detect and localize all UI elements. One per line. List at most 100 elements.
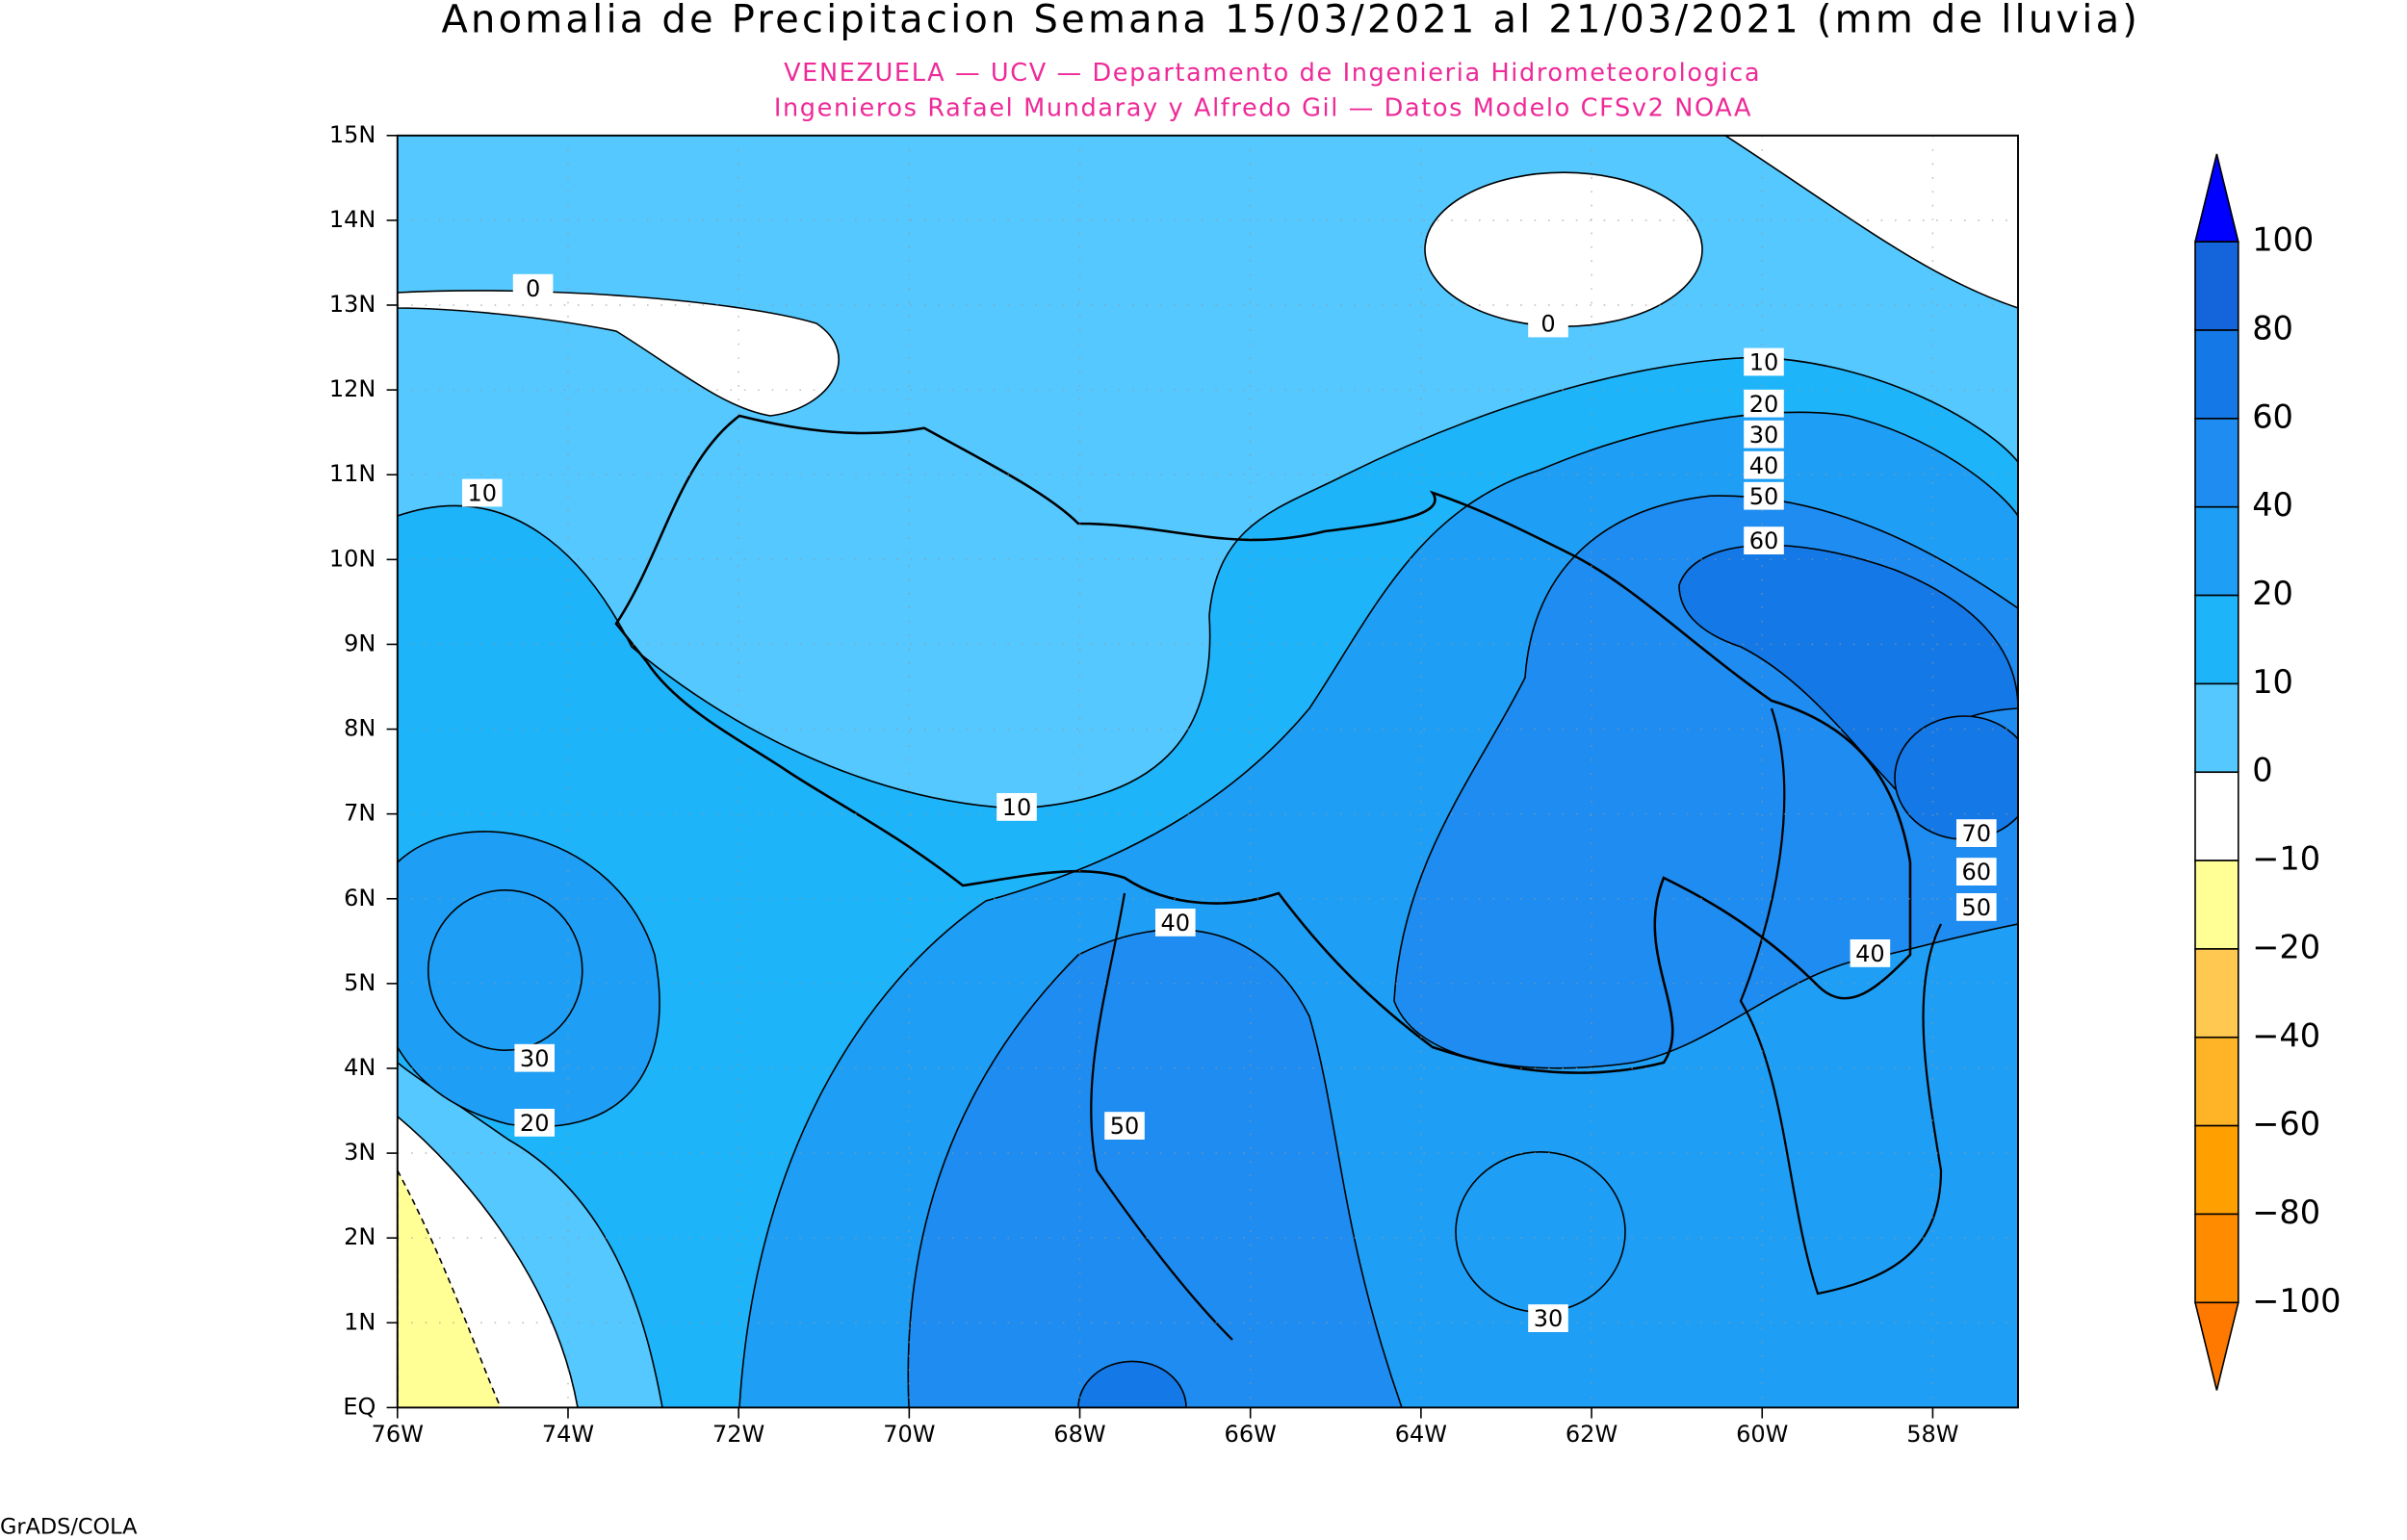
contour-label: 50 bbox=[1962, 894, 1992, 921]
colorbar-segment bbox=[2194, 329, 2239, 420]
lat-label: 12N bbox=[329, 375, 376, 402]
subtitle: Ingenieros Rafael Mundaray y Alfredo Gil… bbox=[774, 94, 1752, 123]
lat-label: 6N bbox=[344, 885, 375, 911]
contour-label: 0 bbox=[526, 275, 540, 302]
lat-label: 5N bbox=[344, 969, 375, 996]
colorbar-label: −40 bbox=[2252, 1016, 2320, 1054]
lon-label: 68W bbox=[1053, 1421, 1105, 1448]
lon-label: 60W bbox=[1736, 1421, 1788, 1448]
lat-label: 15N bbox=[329, 121, 376, 148]
contour-label: 40 bbox=[1855, 940, 1885, 967]
colorbar-triangle bbox=[2193, 153, 2239, 243]
colorbar-segment bbox=[2194, 594, 2239, 685]
lon-label: 64W bbox=[1395, 1421, 1447, 1448]
lon-label: 70W bbox=[883, 1421, 935, 1448]
lat-label: EQ bbox=[343, 1393, 375, 1420]
contour-label: 30 bbox=[1749, 422, 1779, 449]
title: Anomalia de Precipitacion Semana 15/03/2… bbox=[441, 0, 2140, 41]
contour-label-box bbox=[996, 793, 1037, 821]
contour-label-box bbox=[1104, 1112, 1145, 1140]
lon-label: 74W bbox=[542, 1421, 594, 1448]
contour-label: 50 bbox=[1110, 1113, 1140, 1140]
contour-label-box bbox=[1744, 450, 1784, 479]
contour-label-box bbox=[1744, 389, 1784, 418]
colorbar-label: 40 bbox=[2252, 486, 2293, 524]
colorbar-label: −100 bbox=[2252, 1282, 2341, 1320]
band-neg bbox=[1424, 171, 1703, 327]
colorbar-label: −20 bbox=[2252, 928, 2320, 965]
lat-label: 2N bbox=[344, 1223, 375, 1250]
colorbar-label: 100 bbox=[2252, 221, 2314, 259]
contour-label-box bbox=[1850, 939, 1891, 967]
country-outline bbox=[614, 414, 1912, 1074]
contour-label: 70 bbox=[1962, 820, 1992, 847]
band-neg bbox=[1723, 135, 2018, 309]
colorbar-segment bbox=[2194, 1036, 2239, 1127]
lon-label: 62W bbox=[1566, 1421, 1618, 1448]
colorbar-segment bbox=[2194, 860, 2239, 950]
contour-label: 60 bbox=[1749, 527, 1779, 554]
colorbar-label: 0 bbox=[2252, 752, 2272, 789]
lon-label: 66W bbox=[1225, 1421, 1277, 1448]
lat-label: 8N bbox=[344, 715, 375, 742]
lat-label: 11N bbox=[329, 460, 376, 487]
contour-label-box bbox=[1528, 309, 1568, 338]
band-neg-10 bbox=[397, 1169, 502, 1408]
contour-label-box bbox=[512, 273, 554, 302]
lat-label: 1N bbox=[344, 1308, 375, 1335]
colorbar-label: 10 bbox=[2252, 663, 2293, 701]
lat-label: 3N bbox=[344, 1139, 375, 1166]
border bbox=[1739, 707, 1943, 1296]
contour-label-box bbox=[514, 1043, 555, 1072]
colorbar-segment bbox=[2194, 418, 2239, 508]
lat-label: 10N bbox=[329, 545, 376, 572]
contour-label-box bbox=[462, 478, 503, 507]
contour-label: 30 bbox=[520, 1045, 550, 1072]
lon-label: 76W bbox=[372, 1421, 424, 1448]
contour-label: 60 bbox=[1962, 859, 1992, 886]
contour-label: 40 bbox=[1161, 910, 1191, 937]
border bbox=[1090, 892, 1233, 1341]
contour-label: 10 bbox=[468, 480, 498, 507]
contour-label: 50 bbox=[1749, 483, 1779, 510]
band-20-40 bbox=[397, 831, 660, 1128]
band-60-80 bbox=[1077, 1360, 1187, 1408]
contour-label: 10 bbox=[1002, 794, 1032, 821]
contour-label-box bbox=[1155, 909, 1196, 937]
contour-label-box bbox=[1956, 893, 1997, 921]
lon-label: 58W bbox=[1906, 1421, 1958, 1448]
contour-label-box bbox=[1744, 420, 1784, 449]
colorbar-segment bbox=[2194, 771, 2239, 861]
contour-label: 30 bbox=[1534, 1305, 1564, 1332]
contour-label-box bbox=[1744, 347, 1784, 376]
colorbar-label: 60 bbox=[2252, 398, 2293, 435]
colorbar-label: −60 bbox=[2252, 1105, 2320, 1142]
contour-label: 10 bbox=[1749, 349, 1779, 376]
lat-label: 4N bbox=[344, 1054, 375, 1081]
map-frame bbox=[396, 134, 2019, 1409]
colorbar-segment bbox=[2194, 505, 2239, 597]
contour-label: 0 bbox=[1540, 311, 1555, 338]
colorbar-label: −80 bbox=[2252, 1194, 2320, 1231]
contour-label-box bbox=[1956, 819, 1997, 847]
contour-label-box bbox=[1956, 858, 1997, 886]
contour-label: 20 bbox=[1749, 391, 1779, 418]
band-40-60 bbox=[907, 929, 1403, 1408]
contour-label-box bbox=[1744, 526, 1784, 554]
contour-label-box bbox=[1744, 481, 1784, 510]
lat-label: 9N bbox=[344, 629, 375, 656]
colorbar-segment bbox=[2194, 241, 2239, 331]
lat-label: 14N bbox=[329, 206, 376, 233]
colorbar-segment bbox=[2194, 948, 2239, 1039]
colorbar-label: 20 bbox=[2252, 575, 2293, 612]
contour-label-box bbox=[514, 1109, 555, 1137]
colorbar-segment bbox=[2194, 1213, 2239, 1304]
colorbar-label: 80 bbox=[2252, 310, 2293, 347]
band-neg bbox=[397, 290, 840, 417]
lat-label: 7N bbox=[344, 800, 375, 827]
colorbar-segment bbox=[2194, 1124, 2239, 1216]
subtitle: VENEZUELA — UCV — Departamento de Ingeni… bbox=[784, 59, 1761, 88]
footer: GrADS/COLA bbox=[0, 1515, 138, 1540]
